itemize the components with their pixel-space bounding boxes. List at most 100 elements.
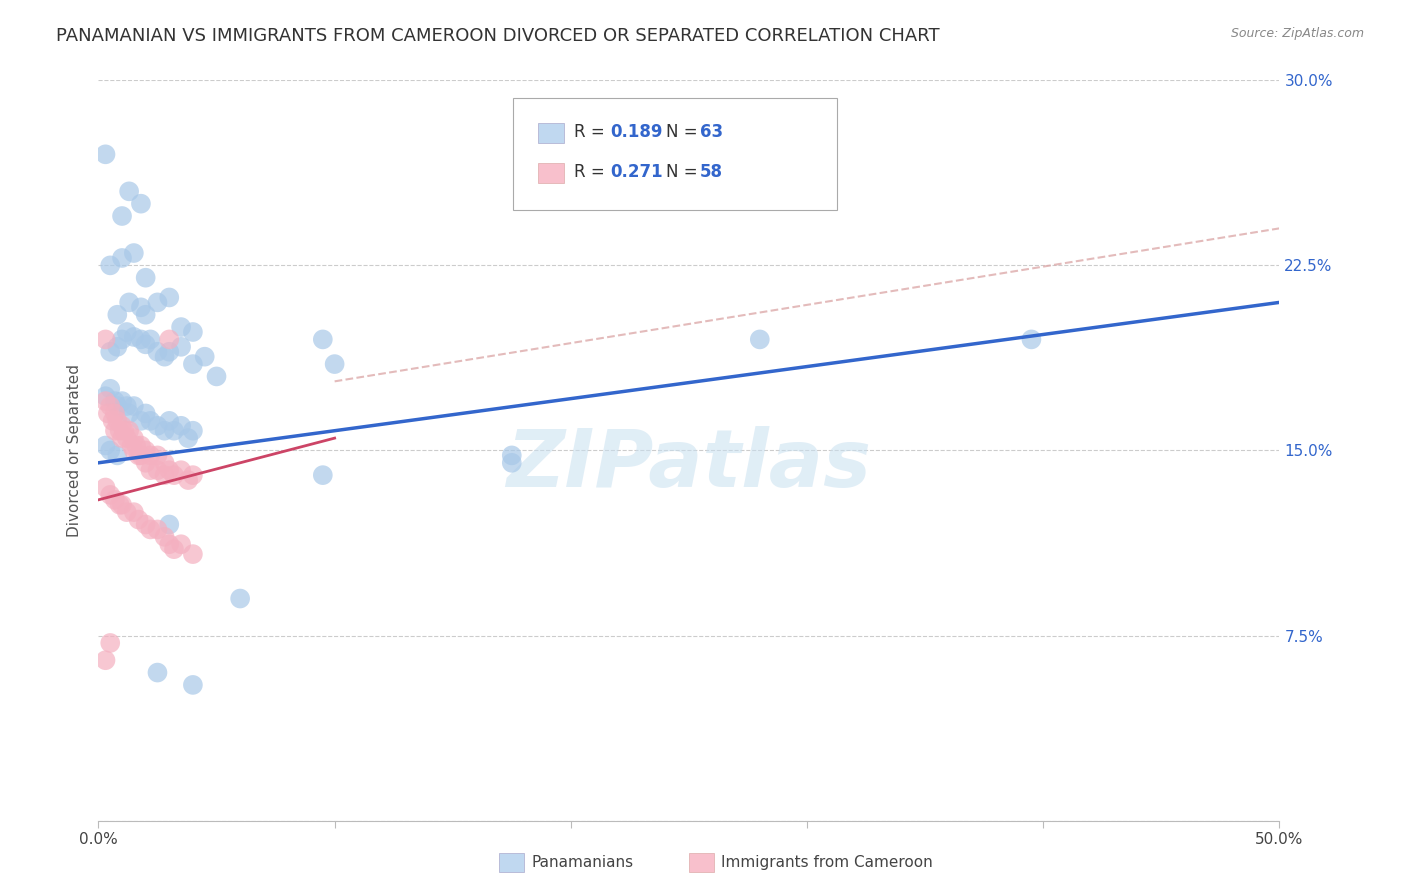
Point [98, 399, 121, 413]
Point [105, 414, 128, 428]
Point [146, 344, 169, 359]
Point [111, 431, 134, 445]
Point [98, 636, 121, 650]
Point [115, 325, 138, 339]
Point [181, 325, 204, 339]
Point [135, 308, 157, 322]
Point [105, 449, 128, 463]
Point [101, 414, 124, 428]
Point [105, 308, 128, 322]
Point [98, 382, 121, 396]
Point [312, 332, 335, 346]
Point [181, 468, 204, 483]
Point [111, 251, 134, 265]
Text: ZIPatlas: ZIPatlas [506, 426, 872, 504]
Point [118, 295, 141, 310]
Text: 63: 63 [700, 123, 723, 141]
Point [94, 332, 117, 346]
Point [194, 350, 217, 364]
Point [163, 468, 186, 483]
Point [118, 184, 141, 198]
Point [98, 443, 121, 458]
Point [129, 438, 152, 452]
Point [128, 449, 150, 463]
Point [129, 414, 152, 428]
Point [170, 537, 193, 551]
Point [105, 340, 128, 354]
Point [177, 431, 200, 445]
Point [157, 517, 180, 532]
Point [129, 449, 152, 463]
Text: Panamanians: Panamanians [531, 855, 634, 870]
Point [115, 505, 138, 519]
Point [111, 394, 134, 409]
Point [170, 418, 193, 433]
Point [139, 463, 162, 477]
Point [157, 463, 180, 477]
Point [153, 350, 176, 364]
Point [323, 357, 346, 371]
Point [135, 517, 157, 532]
Text: R =: R = [574, 123, 610, 141]
Point [121, 438, 143, 452]
Point [748, 332, 770, 346]
Y-axis label: Divorced or Separated: Divorced or Separated [67, 364, 83, 537]
Point [146, 418, 169, 433]
Point [97, 407, 120, 421]
Text: Source: ZipAtlas.com: Source: ZipAtlas.com [1230, 27, 1364, 40]
Text: PANAMANIAN VS IMMIGRANTS FROM CAMEROON DIVORCED OR SEPARATED CORRELATION CHART: PANAMANIAN VS IMMIGRANTS FROM CAMEROON D… [56, 27, 939, 45]
Point [139, 523, 162, 537]
Point [157, 414, 180, 428]
Point [146, 665, 169, 680]
Point [146, 523, 169, 537]
Point [98, 344, 121, 359]
Point [94, 480, 117, 494]
Point [146, 463, 169, 477]
Point [118, 424, 141, 438]
Point [111, 498, 134, 512]
Point [108, 498, 131, 512]
Point [177, 473, 200, 487]
Point [111, 418, 134, 433]
Point [108, 424, 131, 438]
Point [94, 394, 117, 409]
Point [157, 290, 180, 304]
Point [229, 591, 252, 606]
Point [94, 389, 117, 403]
Text: N =: N = [666, 123, 703, 141]
Point [129, 196, 152, 211]
Point [157, 344, 180, 359]
Point [105, 399, 128, 413]
Point [163, 542, 186, 557]
Point [94, 438, 117, 452]
Point [205, 369, 228, 384]
Point [139, 414, 162, 428]
Point [135, 456, 157, 470]
Point [135, 443, 157, 458]
Point [181, 678, 204, 692]
Point [163, 424, 186, 438]
Point [501, 456, 523, 470]
Point [94, 147, 117, 161]
Point [1021, 332, 1043, 346]
Point [125, 438, 148, 452]
Point [135, 270, 157, 285]
Point [104, 394, 127, 409]
Point [146, 295, 169, 310]
Point [104, 407, 127, 421]
Text: 58: 58 [700, 163, 723, 181]
Point [157, 537, 180, 551]
Point [111, 209, 134, 223]
Point [122, 431, 145, 445]
Text: Immigrants from Cameroon: Immigrants from Cameroon [721, 855, 934, 870]
Point [111, 332, 134, 346]
Point [153, 530, 176, 544]
Point [122, 246, 145, 260]
Point [157, 332, 180, 346]
Point [94, 653, 117, 667]
Point [170, 340, 193, 354]
Point [181, 547, 204, 561]
Point [98, 488, 121, 502]
Point [153, 456, 176, 470]
Point [129, 332, 152, 346]
